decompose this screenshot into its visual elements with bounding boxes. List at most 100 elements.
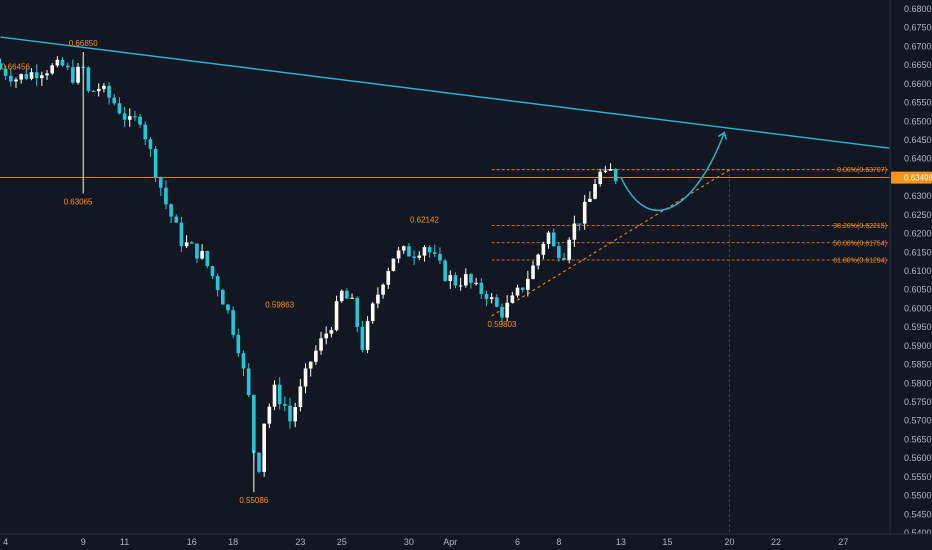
candle-body bbox=[148, 139, 153, 149]
candle-body bbox=[205, 251, 210, 267]
candle-body bbox=[169, 204, 173, 217]
candle-body bbox=[474, 282, 478, 284]
candle-body bbox=[365, 321, 370, 350]
candle-body bbox=[329, 330, 334, 334]
candle-body bbox=[3, 69, 8, 76]
time-axis[interactable]: 4 9 11 16 18 23 25 30 Apr 6 8 13 15 20 22 27 bbox=[3, 537, 848, 547]
candle-body bbox=[60, 59, 65, 66]
candle-body bbox=[495, 297, 499, 307]
candle-body bbox=[562, 257, 566, 260]
candle-body bbox=[91, 90, 96, 92]
candle-body bbox=[593, 184, 597, 199]
time-tick-label: 20 bbox=[724, 537, 734, 547]
candle-body bbox=[112, 97, 117, 104]
candle-body bbox=[50, 65, 54, 74]
candle-body bbox=[76, 66, 80, 83]
candle-body bbox=[422, 247, 427, 256]
time-tick-label: 9 bbox=[81, 537, 86, 547]
candle-body bbox=[65, 65, 70, 68]
candle-body bbox=[531, 265, 535, 279]
candle-body bbox=[86, 67, 91, 91]
projection-arrowhead bbox=[717, 131, 728, 140]
candle-body bbox=[236, 334, 241, 354]
candle-body bbox=[164, 187, 168, 205]
candle-body bbox=[102, 85, 106, 89]
candle-body bbox=[448, 275, 453, 281]
candle-body bbox=[96, 88, 101, 92]
candle-body bbox=[308, 361, 313, 369]
candle-body bbox=[432, 252, 437, 254]
time-tick-label: 23 bbox=[295, 537, 305, 547]
candle-body bbox=[396, 250, 401, 259]
candle-body bbox=[55, 59, 60, 66]
candle-body bbox=[184, 242, 189, 247]
time-tick-label: 6 bbox=[515, 537, 520, 547]
candle-body bbox=[34, 72, 39, 79]
fib-level-label: 50.00%(0.61754) bbox=[833, 240, 887, 247]
candle-body bbox=[45, 73, 49, 76]
candle-body bbox=[608, 169, 613, 171]
candle-body bbox=[613, 169, 618, 182]
candle-body bbox=[267, 406, 272, 424]
candle-body bbox=[71, 67, 75, 83]
candle-body bbox=[215, 276, 220, 291]
candle-body bbox=[412, 256, 416, 258]
time-tick-label: 16 bbox=[187, 537, 197, 547]
candle-body bbox=[19, 74, 23, 80]
candle-body bbox=[195, 243, 199, 259]
time-scale-background[interactable] bbox=[0, 534, 932, 550]
candle-body bbox=[339, 290, 344, 302]
price-scale-background[interactable] bbox=[890, 0, 932, 550]
price-annotation: 0.59803 bbox=[488, 320, 517, 329]
time-tick-label: 11 bbox=[120, 537, 129, 547]
candle-body bbox=[127, 116, 132, 120]
candle-body bbox=[40, 75, 44, 79]
candle-body bbox=[324, 333, 329, 339]
candle-body bbox=[334, 301, 339, 331]
time-tick-label: 22 bbox=[771, 537, 781, 547]
candle-body bbox=[598, 171, 603, 185]
time-tick-label: 27 bbox=[838, 537, 848, 547]
candle-body bbox=[520, 287, 525, 290]
candle-body bbox=[257, 452, 261, 472]
time-tick-label: 30 bbox=[404, 537, 414, 547]
candle-body bbox=[221, 290, 225, 305]
time-tick-label: 4 bbox=[3, 537, 8, 547]
candle-body bbox=[303, 368, 308, 387]
candle-body bbox=[515, 287, 520, 296]
candle-body bbox=[252, 395, 256, 453]
candle-body bbox=[14, 79, 18, 82]
candle-body bbox=[24, 74, 29, 79]
candle-body bbox=[505, 302, 509, 318]
candle-body bbox=[603, 170, 608, 172]
candle-body bbox=[133, 116, 137, 118]
candle-body bbox=[510, 295, 515, 303]
time-tick-label: 25 bbox=[337, 537, 347, 547]
price-annotation: 0.66850 bbox=[69, 39, 98, 48]
candle-body bbox=[443, 260, 447, 281]
candle-body bbox=[189, 242, 194, 244]
current-price-tag-bg bbox=[891, 171, 932, 184]
candle-body bbox=[9, 75, 13, 82]
candle-body bbox=[582, 201, 587, 224]
